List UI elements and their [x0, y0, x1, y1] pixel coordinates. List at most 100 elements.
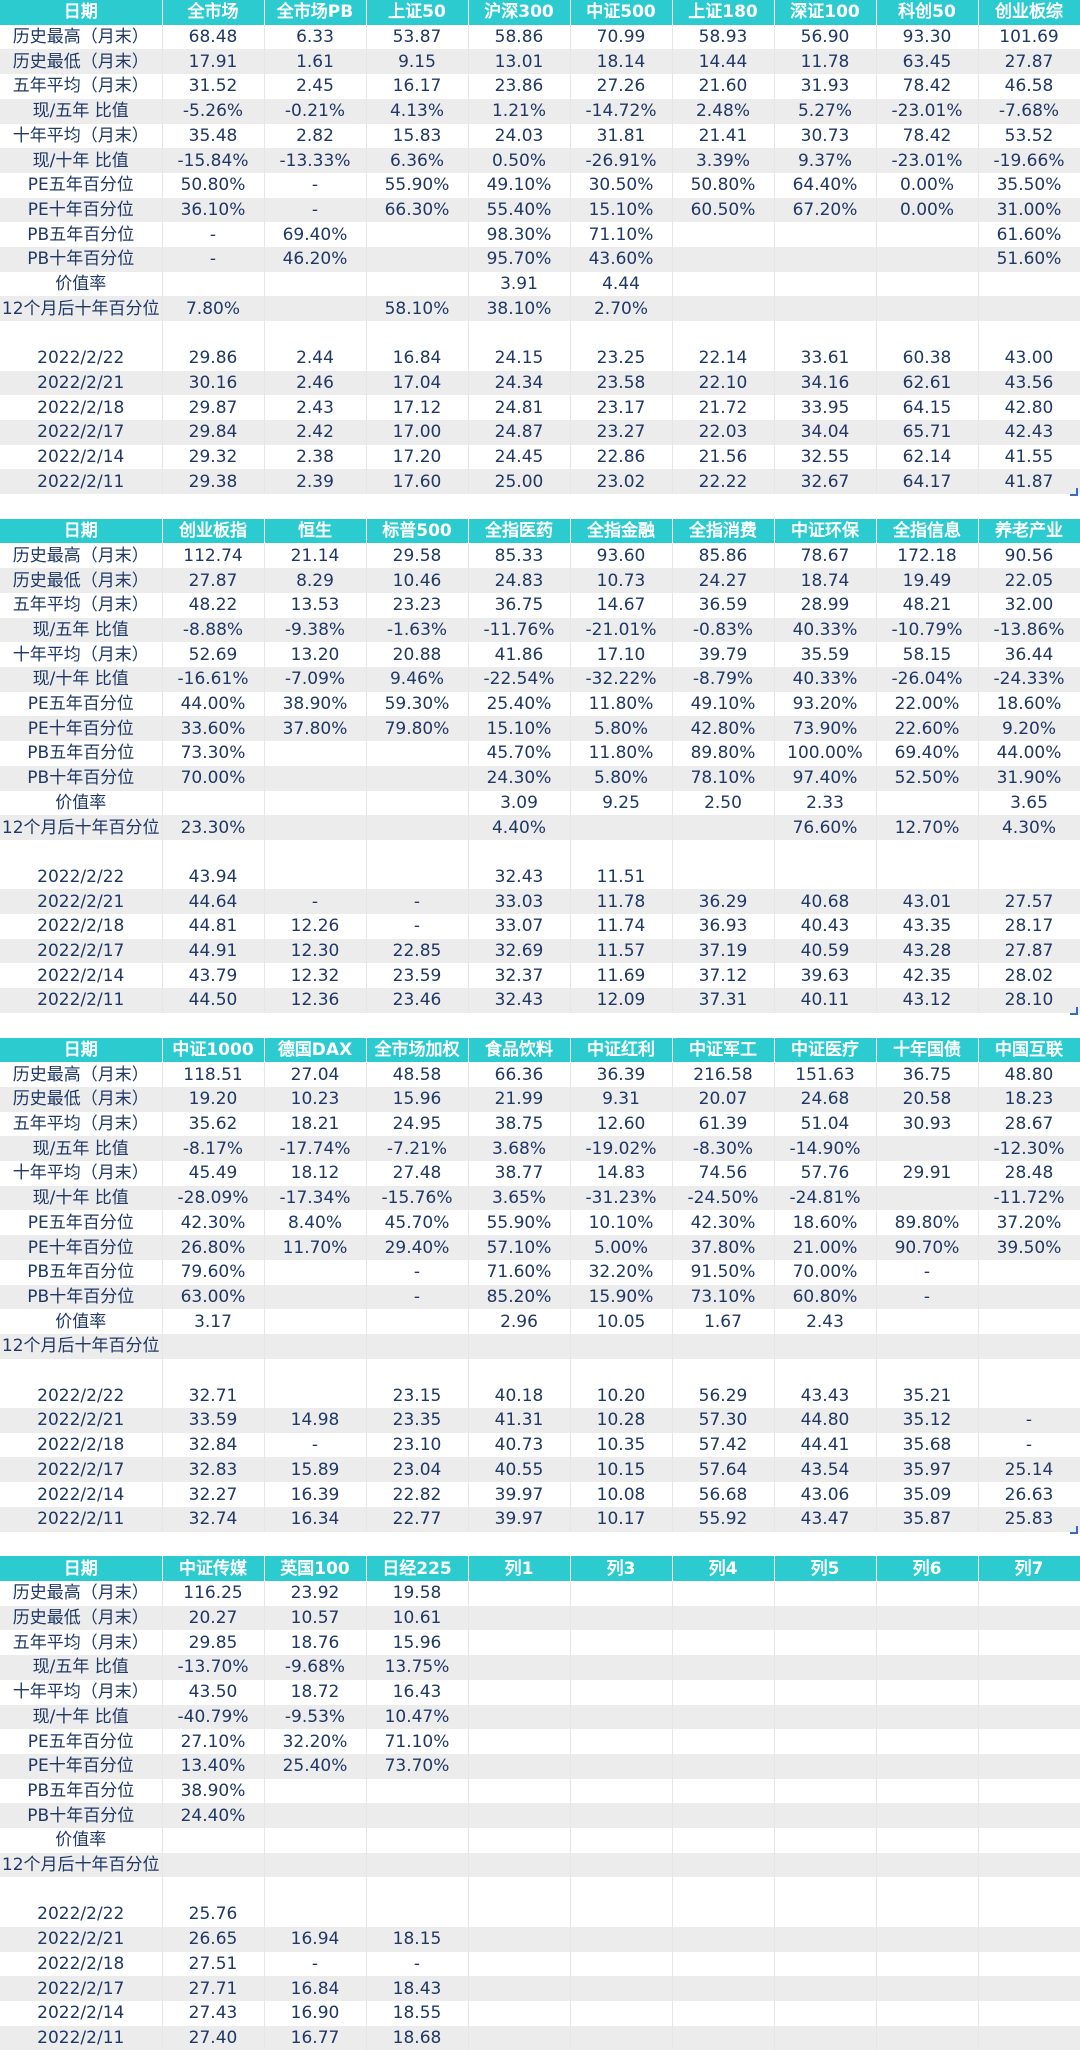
empty-cell[interactable] [366, 1877, 469, 1903]
table-cell[interactable]: 1.67 [672, 1309, 775, 1334]
table-cell[interactable]: 25.40% [468, 691, 571, 717]
table-cell[interactable]: 23.10 [366, 1432, 469, 1458]
row-label[interactable]: 现/五年 比值 [0, 617, 163, 643]
table-cell[interactable] [672, 1803, 775, 1829]
table-cell[interactable]: 6.33 [264, 24, 367, 50]
table-cell[interactable] [774, 2000, 877, 2026]
table-cell[interactable]: 29.58 [366, 543, 469, 569]
table-cell[interactable]: 89.80% [876, 1210, 979, 1236]
table-cell[interactable]: 11.74 [570, 914, 673, 939]
empty-cell[interactable] [570, 839, 673, 865]
table-cell[interactable]: 49.10% [672, 691, 775, 717]
table-cell[interactable]: -22.54% [468, 666, 571, 692]
table-cell[interactable]: 76.60% [774, 815, 877, 840]
table-cell[interactable] [264, 1259, 367, 1285]
table-cell[interactable]: 37.80% [672, 1235, 775, 1260]
table-cell[interactable] [774, 1803, 877, 1829]
table-cell[interactable]: 24.30% [468, 765, 571, 791]
table-cell[interactable]: 97.40% [774, 765, 877, 791]
table-cell[interactable]: 42.35 [876, 963, 979, 989]
table-cell[interactable]: 31.81 [570, 123, 673, 149]
table-cell[interactable]: 27.87 [978, 938, 1080, 964]
table-cell[interactable]: -1.63% [366, 617, 469, 643]
row-label[interactable]: 价值率 [0, 271, 163, 297]
empty-cell[interactable] [570, 321, 673, 346]
table-cell[interactable]: - [978, 1408, 1080, 1433]
table-cell[interactable] [672, 864, 775, 890]
empty-cell[interactable] [876, 1877, 979, 1903]
column-header-date[interactable]: 日期 [0, 1556, 163, 1581]
table-cell[interactable]: 23.86 [468, 74, 571, 99]
table-cell[interactable]: 19.58 [366, 1581, 469, 1606]
table-cell[interactable]: 36.10% [162, 197, 265, 223]
table-cell[interactable]: 42.80 [978, 395, 1080, 420]
table-cell[interactable]: 10.73 [570, 568, 673, 593]
table-cell[interactable]: 32.20% [570, 1259, 673, 1285]
table-cell[interactable] [570, 1828, 673, 1853]
table-cell[interactable]: 3.91 [468, 271, 571, 297]
table-cell[interactable] [978, 1284, 1080, 1310]
table-cell[interactable] [876, 247, 979, 272]
table-cell[interactable]: 4.40% [468, 815, 571, 840]
table-cell[interactable] [876, 1630, 979, 1656]
column-header[interactable]: 中证1000 [162, 1037, 265, 1063]
table-cell[interactable]: 21.99 [468, 1086, 571, 1112]
table-cell[interactable]: 93.20% [774, 691, 877, 717]
table-cell[interactable]: 13.40% [162, 1753, 265, 1779]
table-cell[interactable]: 32.43 [468, 988, 571, 1013]
row-label[interactable]: PB五年百分位 [0, 1259, 163, 1285]
row-label[interactable]: PE五年百分位 [0, 691, 163, 717]
table-cell[interactable]: 34.04 [774, 419, 877, 445]
table-cell[interactable]: 25.76 [162, 1902, 265, 1927]
row-label[interactable]: 历史最高（月末） [0, 1062, 163, 1087]
table-cell[interactable] [366, 1803, 469, 1829]
table-cell[interactable]: 3.68% [468, 1136, 571, 1162]
table-cell[interactable]: 43.56 [978, 370, 1080, 396]
table-cell[interactable] [468, 1630, 571, 1656]
table-cell[interactable]: 9.20% [978, 716, 1080, 742]
table-cell[interactable]: 17.04 [366, 370, 469, 396]
table-cell[interactable]: 55.90% [468, 1210, 571, 1236]
table-cell[interactable]: -21.01% [570, 617, 673, 643]
table-cell[interactable]: 172.18 [876, 543, 979, 569]
table-cell[interactable] [468, 1333, 571, 1359]
date-label[interactable]: 2022/2/21 [0, 1926, 163, 1952]
table-cell[interactable] [876, 864, 979, 890]
table-cell[interactable]: 44.00% [162, 691, 265, 717]
table-cell[interactable]: 2.50 [672, 790, 775, 816]
table-cell[interactable] [366, 222, 469, 248]
table-cell[interactable]: 18.76 [264, 1630, 367, 1656]
table-cell[interactable]: - [264, 172, 367, 198]
table-cell[interactable]: -0.83% [672, 617, 775, 643]
row-label[interactable]: 五年平均（月末） [0, 592, 163, 618]
table-cell[interactable]: 15.96 [366, 1630, 469, 1656]
table-cell[interactable]: 61.60% [978, 222, 1080, 248]
row-label[interactable]: 十年平均（月末） [0, 123, 163, 149]
table-cell[interactable]: 23.92 [264, 1581, 367, 1606]
table-resize-handle-icon[interactable] [1070, 1525, 1078, 1534]
table-cell[interactable]: 25.00 [468, 469, 571, 495]
empty-cell[interactable] [876, 321, 979, 346]
empty-cell[interactable] [162, 1877, 265, 1903]
table-cell[interactable] [264, 1902, 367, 1927]
table-cell[interactable] [774, 1926, 877, 1952]
empty-cell[interactable] [468, 1877, 571, 1903]
table-cell[interactable]: 118.51 [162, 1062, 265, 1087]
table-cell[interactable] [876, 1309, 979, 1334]
table-cell[interactable]: 49.10% [468, 172, 571, 198]
table-cell[interactable] [876, 1902, 979, 1927]
table-cell[interactable]: 17.00 [366, 419, 469, 445]
table-cell[interactable] [978, 1383, 1080, 1409]
table-cell[interactable]: 18.60% [978, 691, 1080, 717]
table-cell[interactable]: 44.41 [774, 1432, 877, 1458]
table-cell[interactable]: 18.74 [774, 568, 877, 593]
table-cell[interactable]: 24.68 [774, 1086, 877, 1112]
table-cell[interactable] [876, 1803, 979, 1829]
table-cell[interactable] [774, 1679, 877, 1705]
table-cell[interactable]: - [876, 1259, 979, 1285]
row-label[interactable]: PB五年百分位 [0, 222, 163, 248]
table-cell[interactable]: 2.70% [570, 296, 673, 322]
table-cell[interactable]: 58.93 [672, 24, 775, 50]
row-label[interactable]: PE十年百分位 [0, 1235, 163, 1260]
table-cell[interactable]: 38.77 [468, 1161, 571, 1186]
